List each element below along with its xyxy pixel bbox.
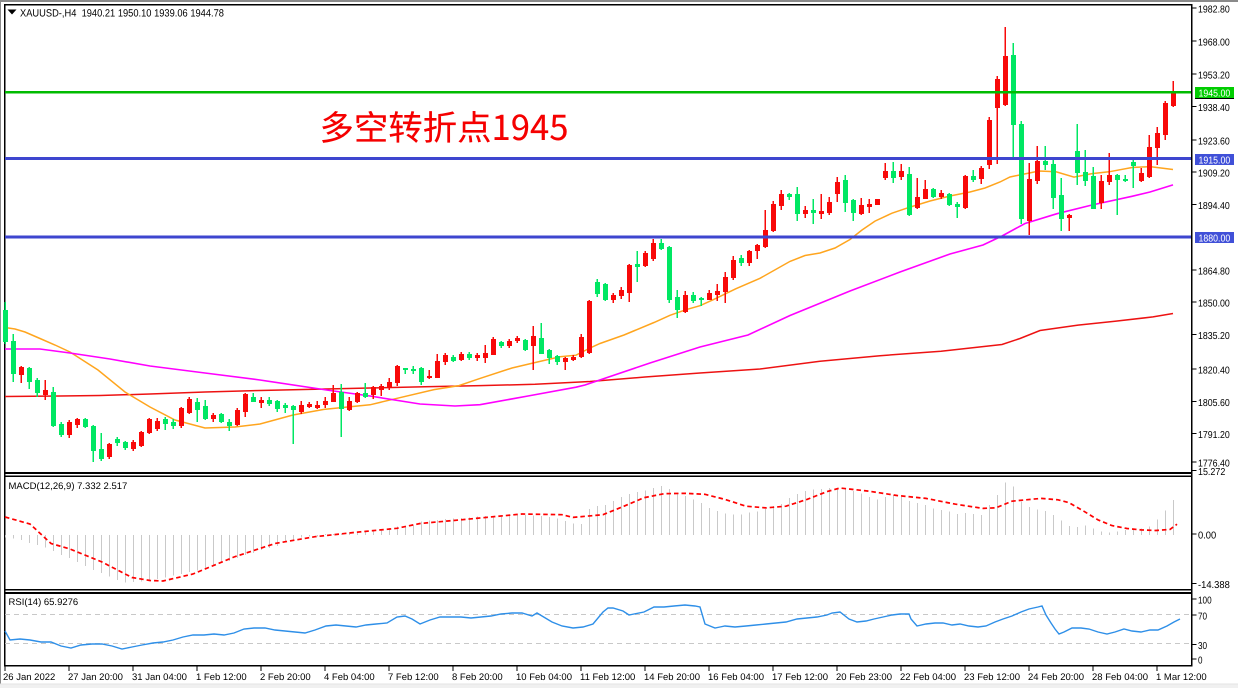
svg-text:1953.20: 1953.20 [1198, 70, 1230, 81]
svg-text:0: 0 [1198, 655, 1203, 666]
svg-text:1968.00: 1968.00 [1198, 37, 1230, 48]
svg-text:1850.00: 1850.00 [1198, 298, 1230, 309]
svg-text:XAUUSD-,H4 1940.21 1950.10 19: XAUUSD-,H4 1940.21 1950.10 1939.06 1944.… [20, 8, 224, 20]
svg-text:1835.20: 1835.20 [1198, 331, 1230, 342]
svg-text:30: 30 [1198, 641, 1207, 652]
svg-text:8 Feb 20:00: 8 Feb 20:00 [452, 672, 503, 683]
svg-text:14 Feb 20:00: 14 Feb 20:00 [644, 672, 700, 683]
svg-text:RSI(14) 65.9276: RSI(14) 65.9276 [9, 597, 79, 608]
svg-text:1909.20: 1909.20 [1198, 168, 1230, 179]
svg-text:1894.40: 1894.40 [1198, 201, 1230, 212]
svg-text:2 Feb 20:00: 2 Feb 20:00 [260, 672, 311, 683]
svg-text:MACD(12,26,9) 7.332 2.517: MACD(12,26,9) 7.332 2.517 [9, 481, 128, 492]
svg-text:23 Feb 12:00: 23 Feb 12:00 [964, 672, 1020, 683]
svg-text:24 Feb 20:00: 24 Feb 20:00 [1028, 672, 1084, 683]
svg-text:1982.80: 1982.80 [1198, 4, 1230, 15]
svg-text:17 Feb 12:00: 17 Feb 12:00 [772, 672, 828, 683]
svg-text:1820.40: 1820.40 [1198, 365, 1230, 376]
svg-text:1 Mar 12:00: 1 Mar 12:00 [1156, 672, 1207, 683]
svg-text:0.00: 0.00 [1198, 530, 1217, 541]
svg-text:1945.00: 1945.00 [1199, 88, 1231, 99]
svg-text:28 Feb 04:00: 28 Feb 04:00 [1092, 672, 1148, 683]
svg-text:20 Feb 23:00: 20 Feb 23:00 [836, 672, 892, 683]
svg-text:1 Feb 12:00: 1 Feb 12:00 [196, 672, 247, 683]
svg-text:16 Feb 04:00: 16 Feb 04:00 [708, 672, 764, 683]
svg-text:1776.40: 1776.40 [1198, 458, 1230, 469]
svg-text:1791.20: 1791.20 [1198, 430, 1230, 441]
svg-text:26 Jan 2022: 26 Jan 2022 [3, 672, 55, 683]
svg-text:1938.40: 1938.40 [1198, 103, 1230, 114]
svg-text:4 Feb 04:00: 4 Feb 04:00 [324, 672, 375, 683]
svg-text:1805.60: 1805.60 [1198, 398, 1230, 409]
svg-text:1864.80: 1864.80 [1198, 266, 1230, 277]
svg-text:31 Jan 04:00: 31 Jan 04:00 [132, 672, 187, 683]
svg-text:27 Jan 20:00: 27 Jan 20:00 [68, 672, 123, 683]
svg-text:-14.388: -14.388 [1198, 580, 1230, 591]
svg-text:100: 100 [1198, 595, 1212, 606]
svg-text:70: 70 [1198, 611, 1207, 622]
svg-text:7 Feb 12:00: 7 Feb 12:00 [388, 672, 439, 683]
svg-text:22 Feb 04:00: 22 Feb 04:00 [900, 672, 956, 683]
svg-text:1880.00: 1880.00 [1199, 233, 1231, 244]
svg-text:1923.60: 1923.60 [1198, 136, 1230, 147]
svg-text:1915.00: 1915.00 [1199, 155, 1231, 166]
svg-text:11 Feb 12:00: 11 Feb 12:00 [580, 672, 635, 683]
svg-text:10 Feb 04:00: 10 Feb 04:00 [516, 672, 572, 683]
svg-text:15.272: 15.272 [1198, 467, 1226, 478]
